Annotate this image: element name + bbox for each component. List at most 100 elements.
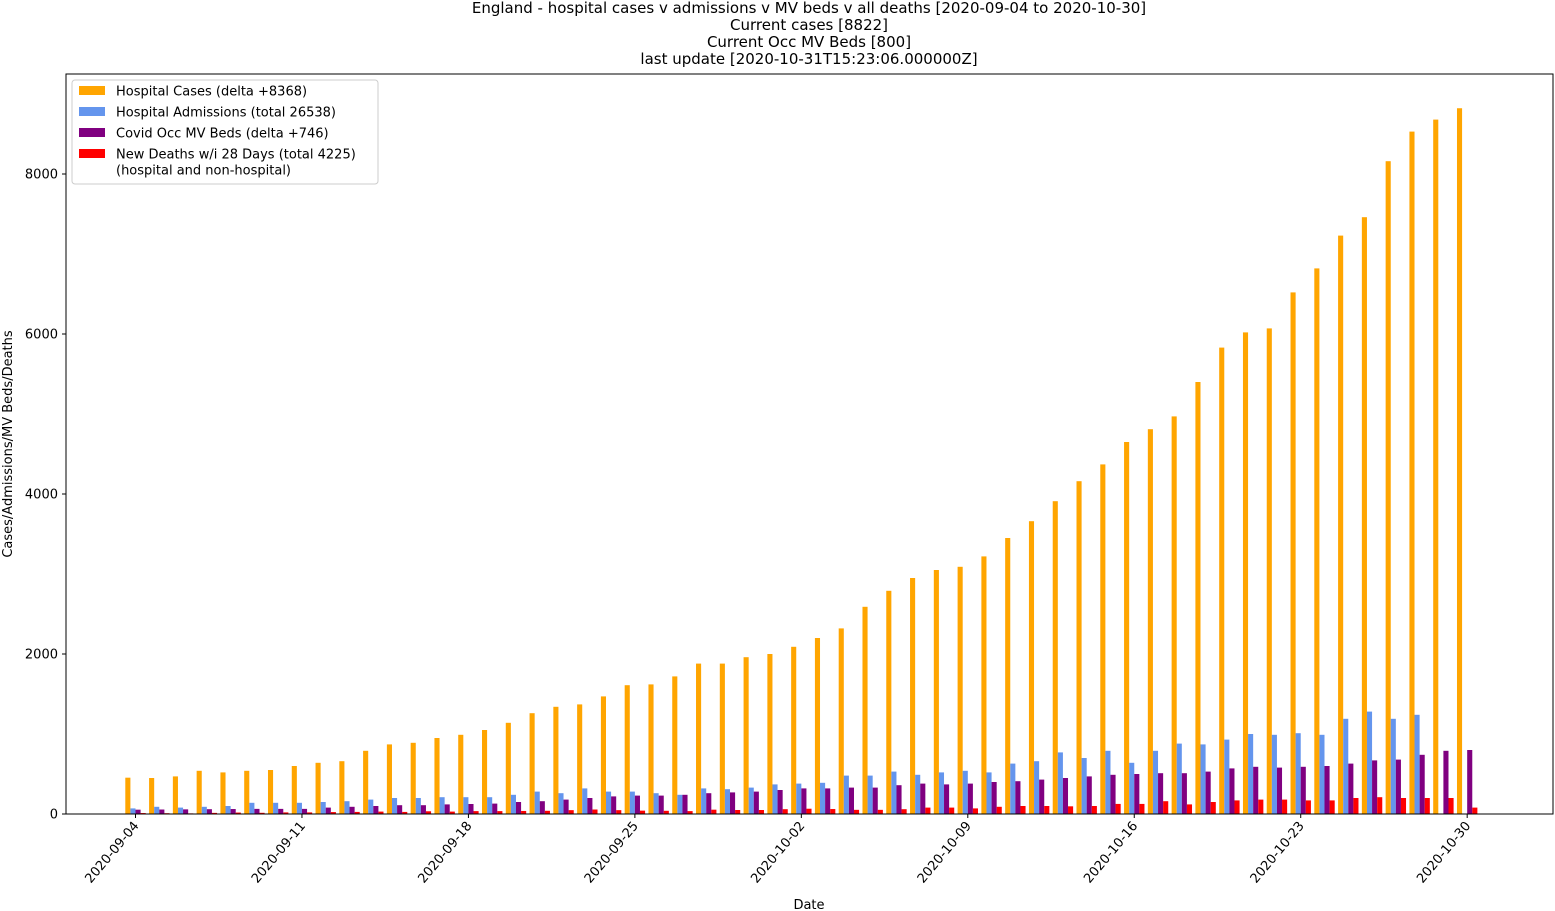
bar-4-2020-10-18: [1186, 804, 1193, 814]
bar-1-2020-09-08: [220, 772, 226, 814]
x-tick-label: 2020-10-09: [915, 819, 975, 887]
bar-1-2020-10-08: [933, 570, 939, 814]
bar-2-2020-09-20: [510, 794, 516, 814]
bar-3-2020-09-25: [634, 795, 640, 814]
bar-4-2020-10-29: [1448, 798, 1454, 814]
bar-4-2020-09-19: [497, 811, 503, 814]
bar-2-2020-10-05: [867, 775, 873, 814]
bar-3-2020-10-14: [1086, 776, 1092, 814]
legend-label-line: Covid Occ MV Beds (delta +746): [116, 127, 329, 142]
bar-4-2020-10-14: [1091, 806, 1097, 814]
bar-2-2020-10-25: [1343, 718, 1349, 814]
bar-1-2020-09-14: [363, 750, 369, 814]
y-axis: 0 2000 4000 6000 8000: [25, 168, 66, 823]
bar-2-2020-10-08: [938, 772, 945, 814]
bar-1-2020-09-16: [410, 742, 416, 814]
x-axis-label: Date: [793, 898, 824, 911]
bar-3-2020-09-06: [183, 809, 189, 814]
bar-2-2020-10-21: [1248, 734, 1254, 814]
legend-label-line: (hospital and non-hospital): [116, 164, 291, 179]
bar-2-2020-10-16: [1129, 762, 1135, 814]
bar-4-2020-10-12: [1044, 806, 1050, 814]
bar-1-2020-10-25: [1338, 235, 1344, 815]
bar-4-2020-10-23: [1305, 800, 1311, 814]
bar-3-2020-10-16: [1134, 774, 1140, 814]
legend: Hospital Cases (delta +8368) Hospital Adm…: [71, 79, 379, 185]
bar-3-2020-10-17: [1158, 773, 1164, 814]
bar-3-2020-10-27: [1395, 759, 1401, 814]
bar-1-2020-09-05: [149, 778, 155, 814]
bar-2-2020-10-27: [1390, 718, 1396, 814]
bar-4-2020-10-28: [1424, 798, 1430, 814]
bar-4-2020-10-07: [925, 807, 931, 814]
bar-2-2020-10-03: [820, 782, 826, 814]
bar-2-2020-10-20: [1224, 739, 1230, 814]
bar-1-2020-10-06: [886, 590, 892, 814]
bar-1-2020-10-29: [1433, 119, 1439, 815]
bar-2-2020-10-28: [1414, 714, 1420, 814]
legend-label-line: New Deaths w/i 28 Days (total 4225): [116, 148, 356, 163]
bar-3-2020-10-18: [1181, 773, 1187, 814]
bar-4-2020-09-09: [259, 812, 265, 814]
bar-3-2020-10-02: [801, 788, 807, 814]
bar-3-2020-10-19: [1205, 771, 1211, 814]
bar-3-2020-09-24: [611, 796, 617, 814]
bar-4-2020-09-30: [758, 810, 764, 814]
legend-label: Covid Occ MV Beds (delta +746): [116, 127, 329, 142]
bar-4-2020-10-11: [1020, 806, 1026, 814]
bar-2-2020-10-23: [1295, 733, 1301, 814]
bar-2-2020-09-19: [487, 797, 493, 814]
bar-4-2020-09-24: [616, 810, 622, 814]
bar-4-2020-09-22: [568, 810, 574, 814]
bar-4-2020-09-18: [473, 811, 479, 814]
bar-3-2020-10-26: [1372, 760, 1378, 814]
bar-1-2020-10-19: [1195, 382, 1201, 814]
bar-3-2020-09-17: [444, 804, 450, 814]
bar-1-2020-10-18: [1171, 416, 1177, 814]
y-axis-label: Cases/Admissions/MV Beds/Deaths: [1, 330, 16, 558]
x-tick-label: 2020-09-18: [415, 819, 475, 887]
title-line: Current Occ MV Beds [800]: [707, 33, 911, 51]
bar-3-2020-09-13: [349, 806, 355, 814]
bar-4-2020-10-19: [1210, 802, 1216, 814]
bar-2-2020-10-26: [1366, 711, 1373, 814]
bar-2-2020-09-11: [296, 802, 302, 814]
y-tick-label: 0: [50, 808, 58, 823]
bar-1-2020-10-10: [981, 556, 987, 814]
bar-3-2020-09-19: [492, 803, 498, 814]
bar-1-2020-10-23: [1290, 292, 1296, 814]
bar-1-2020-10-28: [1409, 131, 1415, 815]
bar-1-2020-09-19: [482, 730, 488, 814]
bar-1-2020-10-15: [1100, 464, 1106, 814]
bar-1-2020-09-29: [719, 663, 725, 814]
bar-2-2020-09-23: [582, 788, 588, 814]
bar-1-2020-09-24: [600, 696, 606, 814]
bar-2-2020-10-13: [1057, 752, 1063, 814]
bar-3-2020-09-29: [730, 792, 736, 814]
bar-1-2020-09-15: [386, 744, 392, 814]
bar-4-2020-10-16: [1139, 803, 1145, 814]
bar-3-2020-09-12: [325, 807, 331, 814]
bar-1-2020-09-13: [339, 761, 345, 814]
bar-4-2020-10-22: [1282, 799, 1288, 814]
bar-3-2020-09-15: [397, 805, 403, 814]
bar-1-2020-10-16: [1124, 442, 1130, 814]
bar-3-2020-10-06: [896, 785, 902, 814]
bar-3-2020-10-13: [1062, 778, 1069, 814]
bar-3-2020-09-14: [373, 806, 379, 814]
bar-4-2020-09-08: [235, 812, 241, 814]
bar-4-2020-09-12: [330, 812, 336, 814]
bar-4-2020-10-03: [830, 809, 836, 814]
bar-4-2020-10-27: [1400, 798, 1407, 814]
bar-3-2020-10-21: [1253, 766, 1259, 814]
bar-4-2020-10-25: [1353, 798, 1359, 814]
bar-1-2020-10-24: [1314, 268, 1320, 814]
bar-4-2020-09-20: [521, 810, 527, 814]
legend-label: Hospital Admissions (total 26538): [116, 106, 336, 121]
bar-3-2020-09-30: [753, 791, 759, 814]
legend-swatch: [79, 149, 105, 158]
bar-3-2020-10-28: [1419, 754, 1425, 814]
bar-3-2020-10-01: [777, 790, 783, 814]
bar-1-2020-09-27: [672, 676, 678, 814]
bar-3-2020-09-18: [468, 804, 474, 814]
